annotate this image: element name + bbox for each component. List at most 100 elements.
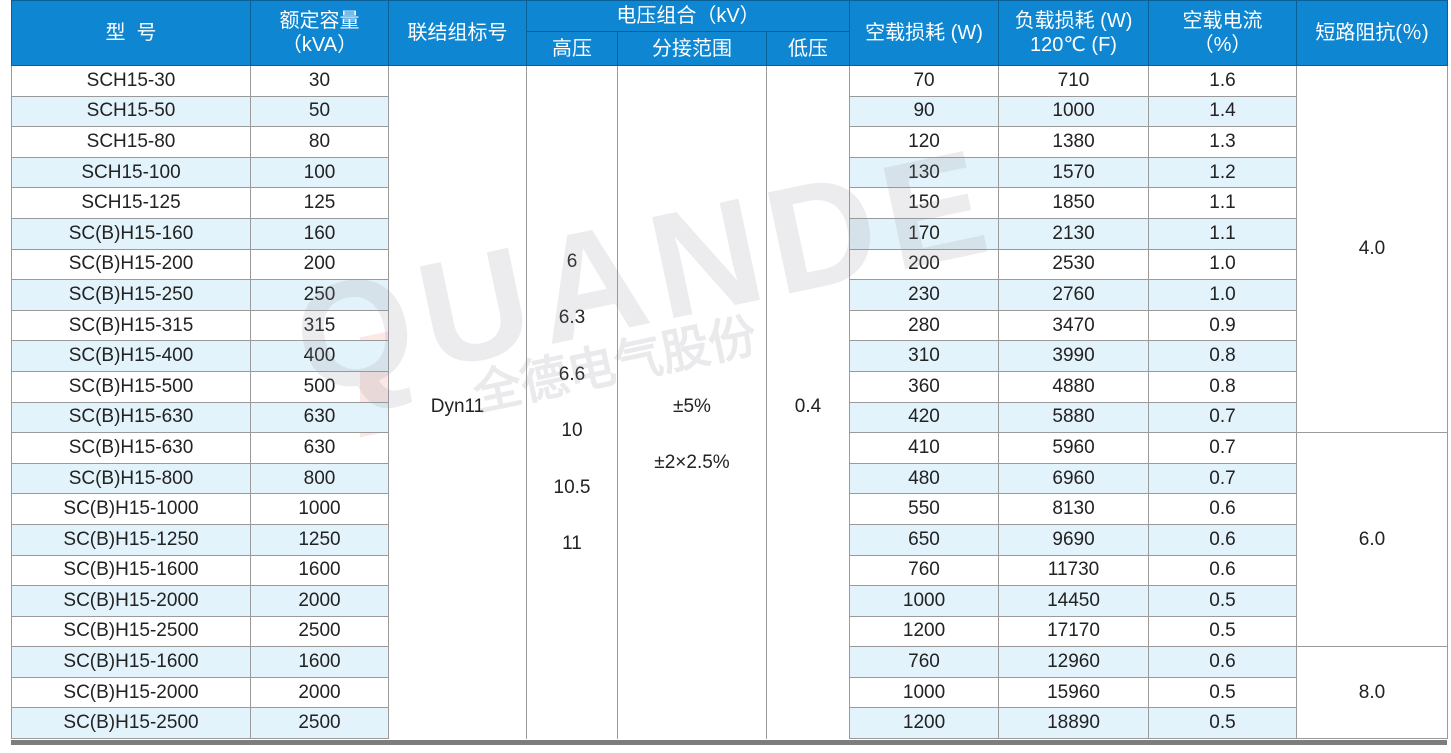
model-cell: SC(B)H15-2500 — [11, 707, 251, 740]
header-model: 型 号 — [11, 0, 251, 66]
model-cell: SCH15-100 — [11, 156, 251, 189]
table-row: SC(B)H15-2500 2500 1200 17170 0.5 — [11, 615, 1448, 648]
no-load-current-cell: 0.6 — [1148, 554, 1298, 587]
load-loss-cell: 14450 — [998, 585, 1150, 617]
no-load-loss-cell: 200 — [849, 248, 1000, 281]
no-load-loss-cell: 1200 — [849, 707, 1000, 740]
capacity-cell: 315 — [250, 309, 389, 342]
model-cell: SC(B)H15-1600 — [11, 646, 251, 678]
table-row: SC(B)H15-200 200 200 2530 1.0 — [11, 248, 1448, 281]
model-cell: SC(B)H15-2500 — [11, 615, 251, 648]
header-load-loss: 负载损耗 (W) 120℃ (F) — [998, 0, 1150, 66]
load-loss-cell: 3990 — [998, 340, 1150, 372]
no-load-current-cell: 0.9 — [1148, 309, 1298, 342]
hv-value: 6.3 — [558, 307, 586, 329]
impedance-cell: 8.0 — [1296, 646, 1449, 740]
load-loss-cell: 3470 — [998, 309, 1150, 342]
load-loss-cell: 15960 — [998, 676, 1150, 709]
table-row: SC(B)H15-1250 1250 650 9690 0.6 — [11, 523, 1448, 556]
no-load-loss-cell: 230 — [849, 279, 1000, 311]
table-row: SCH15-100 100 130 1570 1.2 — [11, 156, 1448, 189]
load-loss-cell: 12960 — [998, 646, 1150, 678]
capacity-cell: 80 — [250, 126, 389, 158]
load-loss-cell: 710 — [998, 65, 1150, 97]
no-load-loss-cell: 1000 — [849, 676, 1000, 709]
capacity-cell: 1600 — [250, 646, 389, 678]
lv-cell: 0.4 — [765, 65, 851, 739]
capacity-cell: 2000 — [250, 585, 389, 617]
table-row: SC(B)H15-2500 2500 1200 18890 0.5 — [11, 707, 1448, 740]
no-load-current-cell: 0.7 — [1148, 462, 1298, 495]
table-row: SC(B)H15-160 160 170 2130 1.1 — [11, 217, 1448, 250]
no-load-loss-cell: 760 — [849, 646, 1000, 678]
no-load-current-cell: 1.6 — [1148, 65, 1298, 97]
hv-value: 11 — [562, 533, 582, 555]
model-cell: SC(B)H15-800 — [11, 462, 251, 495]
capacity-cell: 1250 — [250, 523, 389, 556]
hv-value: 10.5 — [553, 476, 591, 498]
capacity-cell: 1600 — [250, 554, 389, 587]
table-row: SC(B)H15-1600 1600 760 12960 0.6 8.0 — [11, 646, 1449, 740]
capacity-cell: 250 — [250, 279, 389, 311]
tap-cell: ±5% ±2×2.5% — [617, 65, 767, 739]
capacity-cell: 30 — [250, 65, 389, 97]
no-load-current-cell: 0.5 — [1148, 707, 1298, 740]
capacity-cell: 2500 — [250, 615, 389, 648]
no-load-current-cell: 0.6 — [1148, 646, 1298, 678]
spec-table: 型 号 额定容量 （kVA） 联结组标号 电压组合（kV） 空载损耗 (W) 负载… — [11, 0, 1449, 740]
hv-value: 6 — [566, 250, 578, 272]
load-loss-cell: 4880 — [998, 370, 1150, 403]
capacity-cell: 2000 — [250, 676, 389, 709]
model-cell: SC(B)H15-1250 — [11, 523, 251, 556]
load-loss-cell: 18890 — [998, 707, 1150, 740]
no-load-current-cell: 1.2 — [1148, 156, 1298, 189]
capacity-cell: 125 — [250, 187, 389, 219]
table-row: SC(B)H15-250 250 230 2760 1.0 — [11, 279, 1448, 311]
load-loss-cell: 1850 — [998, 187, 1150, 219]
load-loss-cell: 8130 — [998, 493, 1150, 525]
model-cell: SCH15-125 — [11, 187, 251, 219]
hv-value: 10 — [561, 420, 583, 442]
model-cell: SC(B)H15-315 — [11, 309, 251, 342]
no-load-loss-cell: 1200 — [849, 615, 1000, 648]
header-vector-group: 联结组标号 — [388, 0, 527, 66]
load-loss-cell: 2760 — [998, 279, 1150, 311]
model-cell: SCH15-50 — [11, 95, 251, 128]
no-load-current-cell: 0.7 — [1148, 432, 1298, 464]
load-loss-cell: 5960 — [998, 432, 1150, 464]
header-capacity: 额定容量 （kVA） — [250, 0, 389, 66]
table-row: SC(B)H15-2000 2000 1000 14450 0.5 — [11, 585, 1448, 617]
no-load-current-cell: 0.8 — [1148, 340, 1298, 372]
table-row: SCH15-50 50 90 1000 1.4 — [11, 95, 1448, 128]
header-no-load-loss: 空载损耗 (W) — [849, 0, 1000, 66]
no-load-loss-cell: 130 — [849, 156, 1000, 189]
no-load-loss-cell: 90 — [849, 95, 1000, 128]
vector-group-cell: Dyn11 — [388, 65, 527, 739]
table-row: SCH15-80 80 120 1380 1.3 — [11, 126, 1448, 158]
no-load-current-cell: 1.0 — [1148, 248, 1298, 281]
load-loss-cell: 1000 — [998, 95, 1150, 128]
no-load-loss-cell: 650 — [849, 523, 1000, 556]
no-load-loss-cell: 420 — [849, 401, 1000, 434]
no-load-loss-cell: 120 — [849, 126, 1000, 158]
load-loss-cell: 1380 — [998, 126, 1150, 158]
model-cell: SC(B)H15-250 — [11, 279, 251, 311]
no-load-current-cell: 1.1 — [1148, 187, 1298, 219]
capacity-cell: 1000 — [250, 493, 389, 525]
load-loss-cell: 6960 — [998, 462, 1150, 495]
load-loss-cell: 1570 — [998, 156, 1150, 189]
model-cell: SC(B)H15-2000 — [11, 676, 251, 709]
model-cell: SC(B)H15-200 — [11, 248, 251, 281]
load-loss-cell: 17170 — [998, 615, 1150, 648]
no-load-current-cell: 1.1 — [1148, 217, 1298, 250]
capacity-cell: 200 — [250, 248, 389, 281]
load-loss-cell: 2530 — [998, 248, 1150, 281]
no-load-loss-cell: 480 — [849, 462, 1000, 495]
no-load-current-cell: 0.6 — [1148, 493, 1298, 525]
no-load-current-cell: 1.4 — [1148, 95, 1298, 128]
load-loss-cell: 5880 — [998, 401, 1150, 434]
capacity-cell: 2500 — [250, 707, 389, 740]
no-load-loss-cell: 1000 — [849, 585, 1000, 617]
no-load-loss-cell: 360 — [849, 370, 1000, 403]
header-no-load-current: 空载电流 （%） — [1148, 0, 1298, 66]
